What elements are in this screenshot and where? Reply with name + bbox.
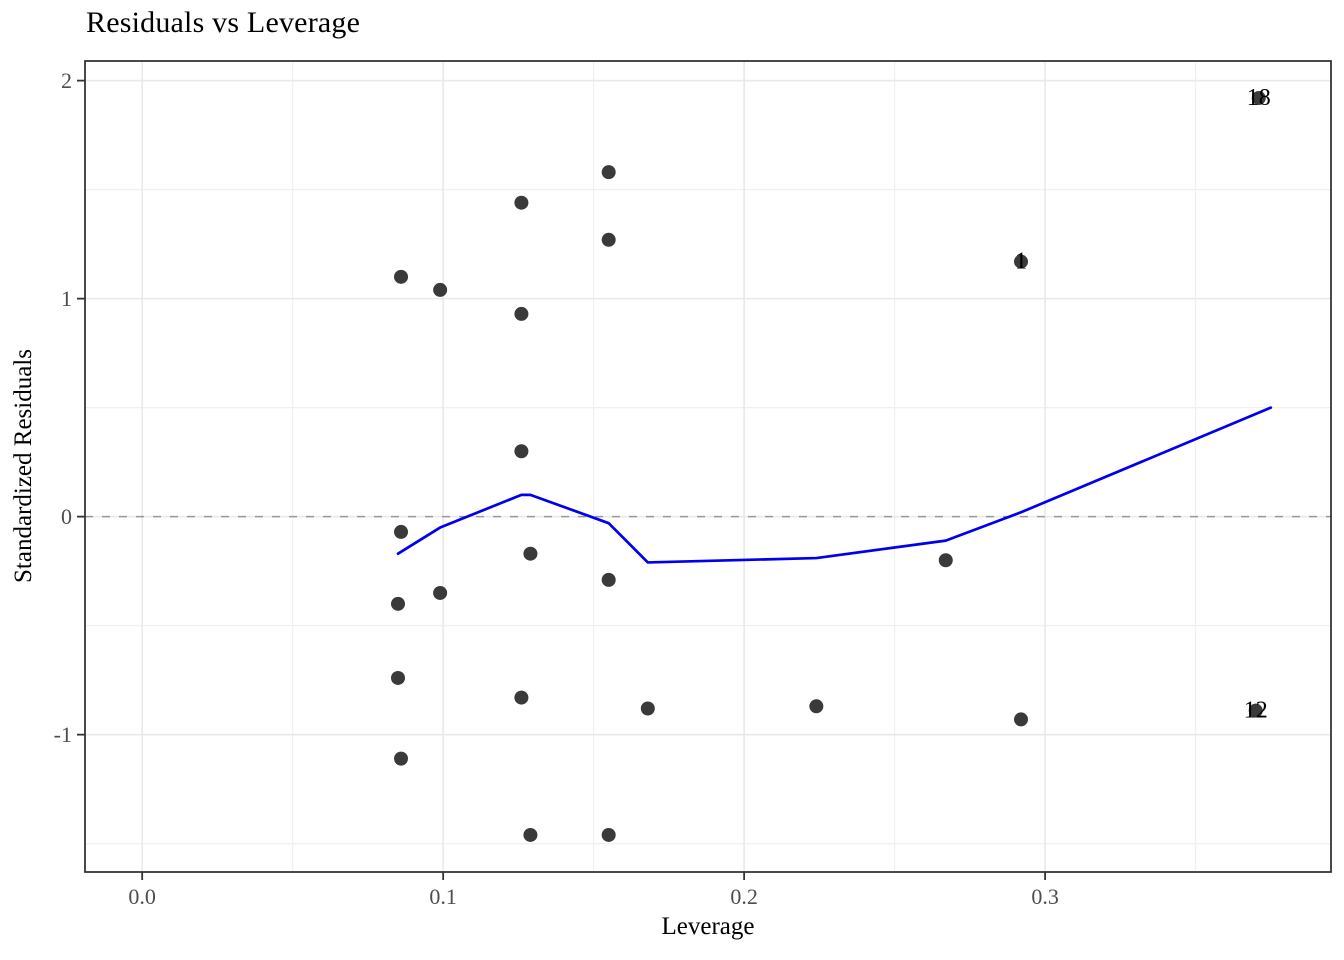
data-point xyxy=(394,269,409,284)
point-label: 1 xyxy=(1015,249,1027,275)
point-label: 12 xyxy=(1244,698,1268,724)
data-point xyxy=(601,572,616,587)
data-point xyxy=(601,165,616,180)
y-axis-title: Standardized Residuals xyxy=(10,349,37,583)
data-point xyxy=(601,232,616,247)
x-axis-tick-label: 0.1 xyxy=(429,884,457,909)
labeled-data-point xyxy=(1014,254,1029,269)
x-axis-tick-label: 0.2 xyxy=(730,884,758,909)
x-axis-tick-label: 0.3 xyxy=(1031,884,1059,909)
data-point xyxy=(809,699,824,714)
data-point xyxy=(523,827,538,842)
plot-panel xyxy=(85,61,1331,872)
data-point xyxy=(514,444,529,459)
data-point xyxy=(938,553,953,568)
chart-title: Residuals vs Leverage xyxy=(86,6,361,39)
data-point xyxy=(514,195,529,210)
y-axis-tick-label: -1 xyxy=(54,722,72,747)
y-axis-tick-label: 1 xyxy=(61,286,72,311)
data-point xyxy=(523,546,538,561)
point-label: 18 xyxy=(1247,85,1271,111)
loess-smooth-line xyxy=(396,406,1273,564)
data-point xyxy=(1014,712,1029,727)
data-point xyxy=(514,690,529,705)
data-point xyxy=(514,306,529,321)
data-point xyxy=(640,701,655,716)
data-point xyxy=(433,282,448,297)
labeled-data-point xyxy=(1248,703,1263,718)
data-point xyxy=(394,751,409,766)
data-point xyxy=(391,596,406,611)
data-point xyxy=(391,670,406,685)
panel-border xyxy=(84,60,1332,873)
x-axis-tick-label: 0.0 xyxy=(128,884,156,909)
data-point xyxy=(601,827,616,842)
y-axis-tick-label: 2 xyxy=(61,68,72,93)
data-point xyxy=(433,585,448,600)
data-point xyxy=(394,524,409,539)
y-axis-tick-label: 0 xyxy=(61,504,72,529)
x-axis-title: Leverage xyxy=(661,913,755,940)
labeled-data-point xyxy=(1251,91,1266,106)
